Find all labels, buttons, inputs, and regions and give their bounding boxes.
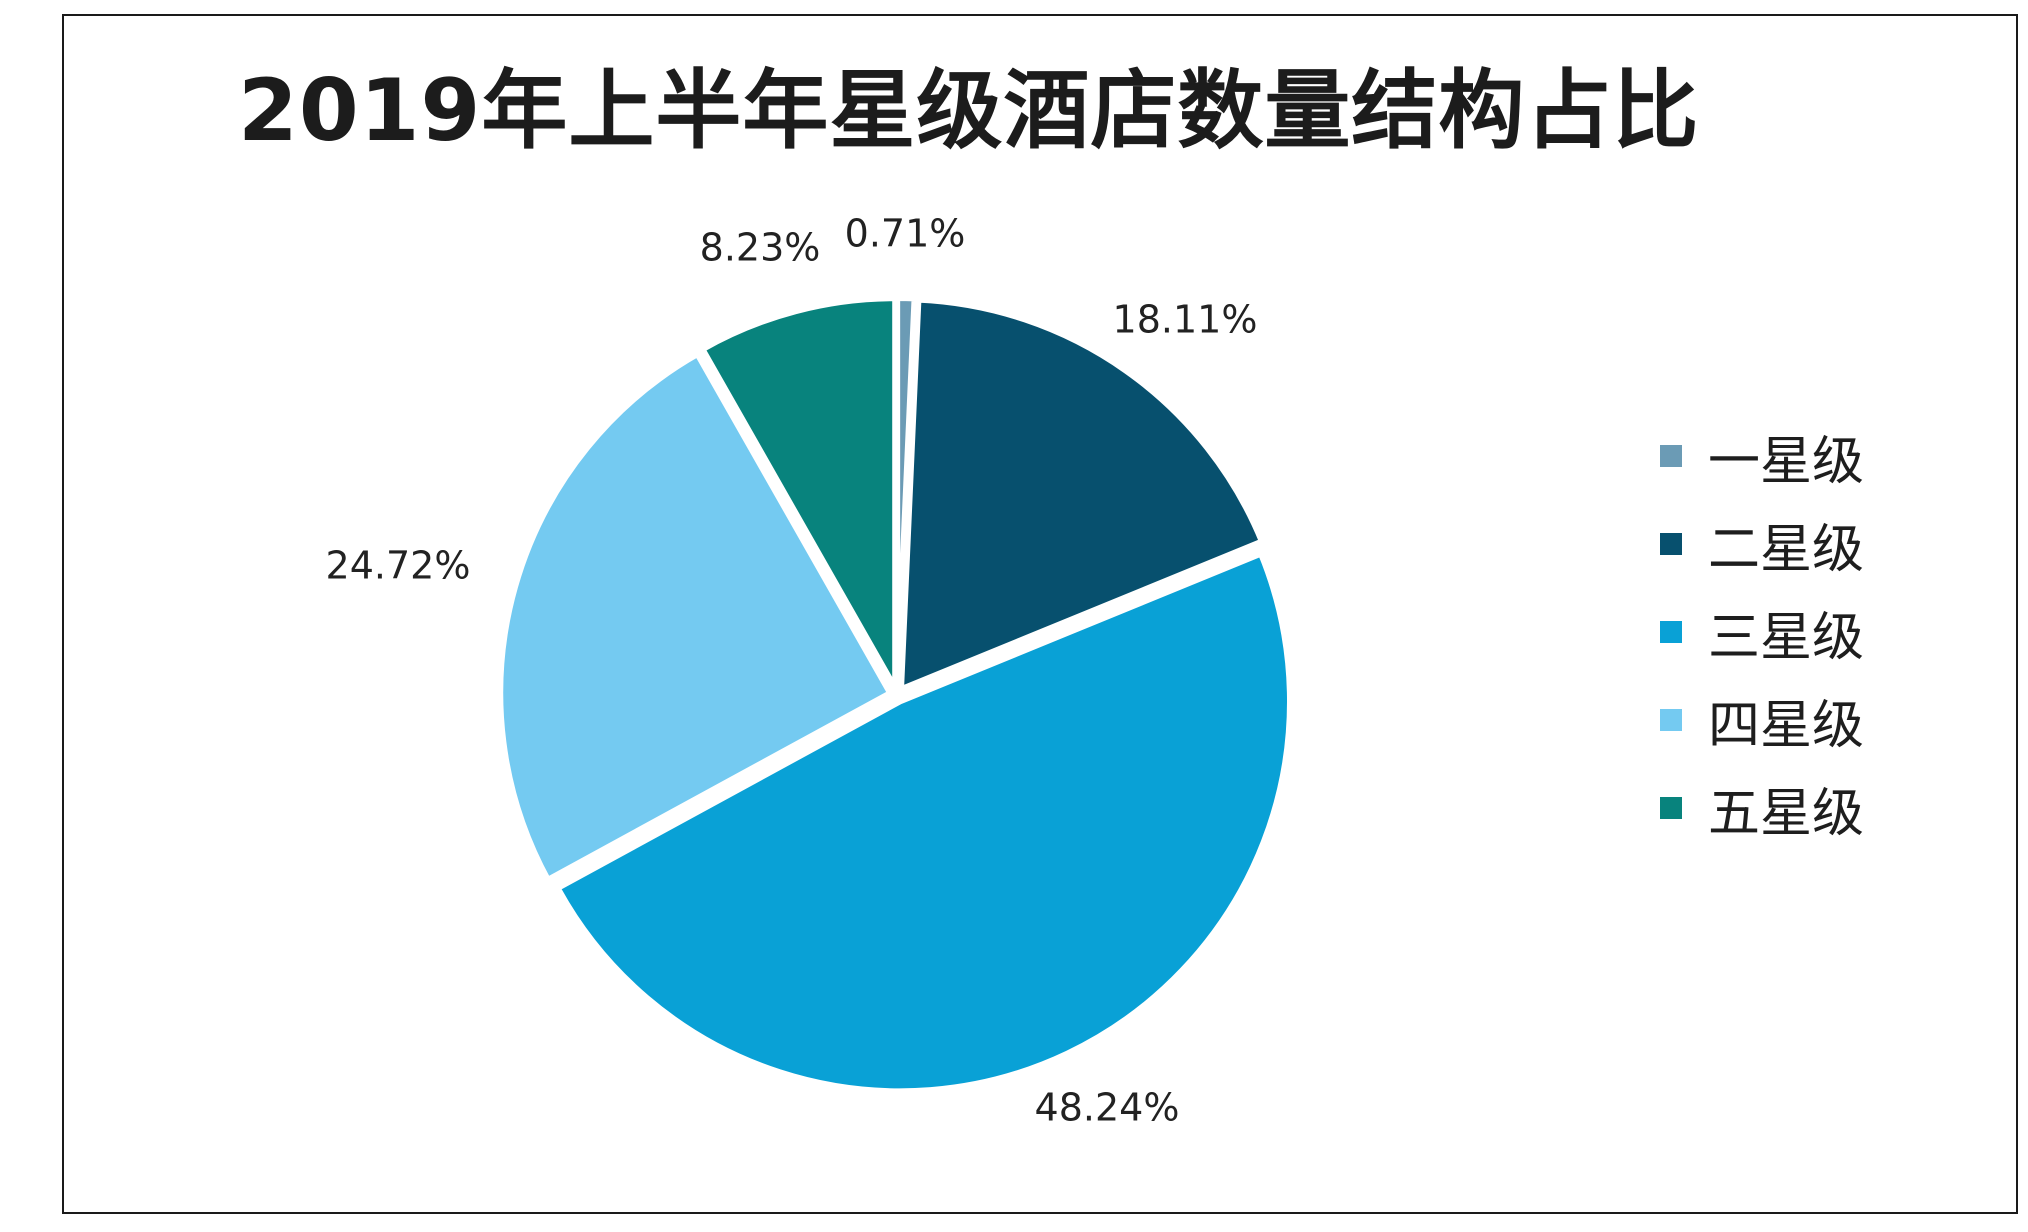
legend-item-four-star: 四星级: [1660, 676, 1990, 764]
legend-item-five-star: 五星级: [1660, 764, 1990, 852]
pie-slice-five-star: [699, 295, 899, 692]
legend-swatch: [1660, 533, 1682, 555]
legend-label: 三星级: [1708, 607, 1865, 668]
data-label-three-star: 48.24%: [1035, 1086, 1180, 1130]
legend: 一星级 二星级 三星级 四星级 五星级: [1660, 412, 1990, 852]
legend-swatch: [1660, 445, 1682, 467]
data-label-four-star: 24.72%: [326, 544, 471, 588]
data-label-two-star: 18.11%: [1113, 298, 1258, 342]
legend-swatch: [1660, 621, 1682, 643]
pie-data-labels: 0.71% 18.11% 48.24% 24.72% 8.23%: [326, 212, 1258, 1130]
pie-slices: [497, 295, 1293, 1095]
chart-title: 2019年上半年星级酒店数量结构占比: [238, 61, 1700, 161]
legend-label: 五星级: [1708, 783, 1865, 844]
pie-slice-three-star: [554, 550, 1293, 1095]
data-label-five-star: 8.23%: [700, 226, 821, 270]
legend-item-one-star: 一星级: [1660, 412, 1990, 500]
pie-slice-four-star: [497, 351, 894, 883]
pie-slice-two-star: [898, 296, 1265, 693]
legend-swatch: [1660, 797, 1682, 819]
legend-label: 四星级: [1708, 695, 1865, 756]
legend-label: 二星级: [1708, 519, 1865, 580]
legend-label: 一星级: [1708, 431, 1865, 492]
legend-item-three-star: 三星级: [1660, 588, 1990, 676]
legend-item-two-star: 二星级: [1660, 500, 1990, 588]
legend-swatch: [1660, 709, 1682, 731]
data-label-one-star: 0.71%: [845, 212, 966, 256]
